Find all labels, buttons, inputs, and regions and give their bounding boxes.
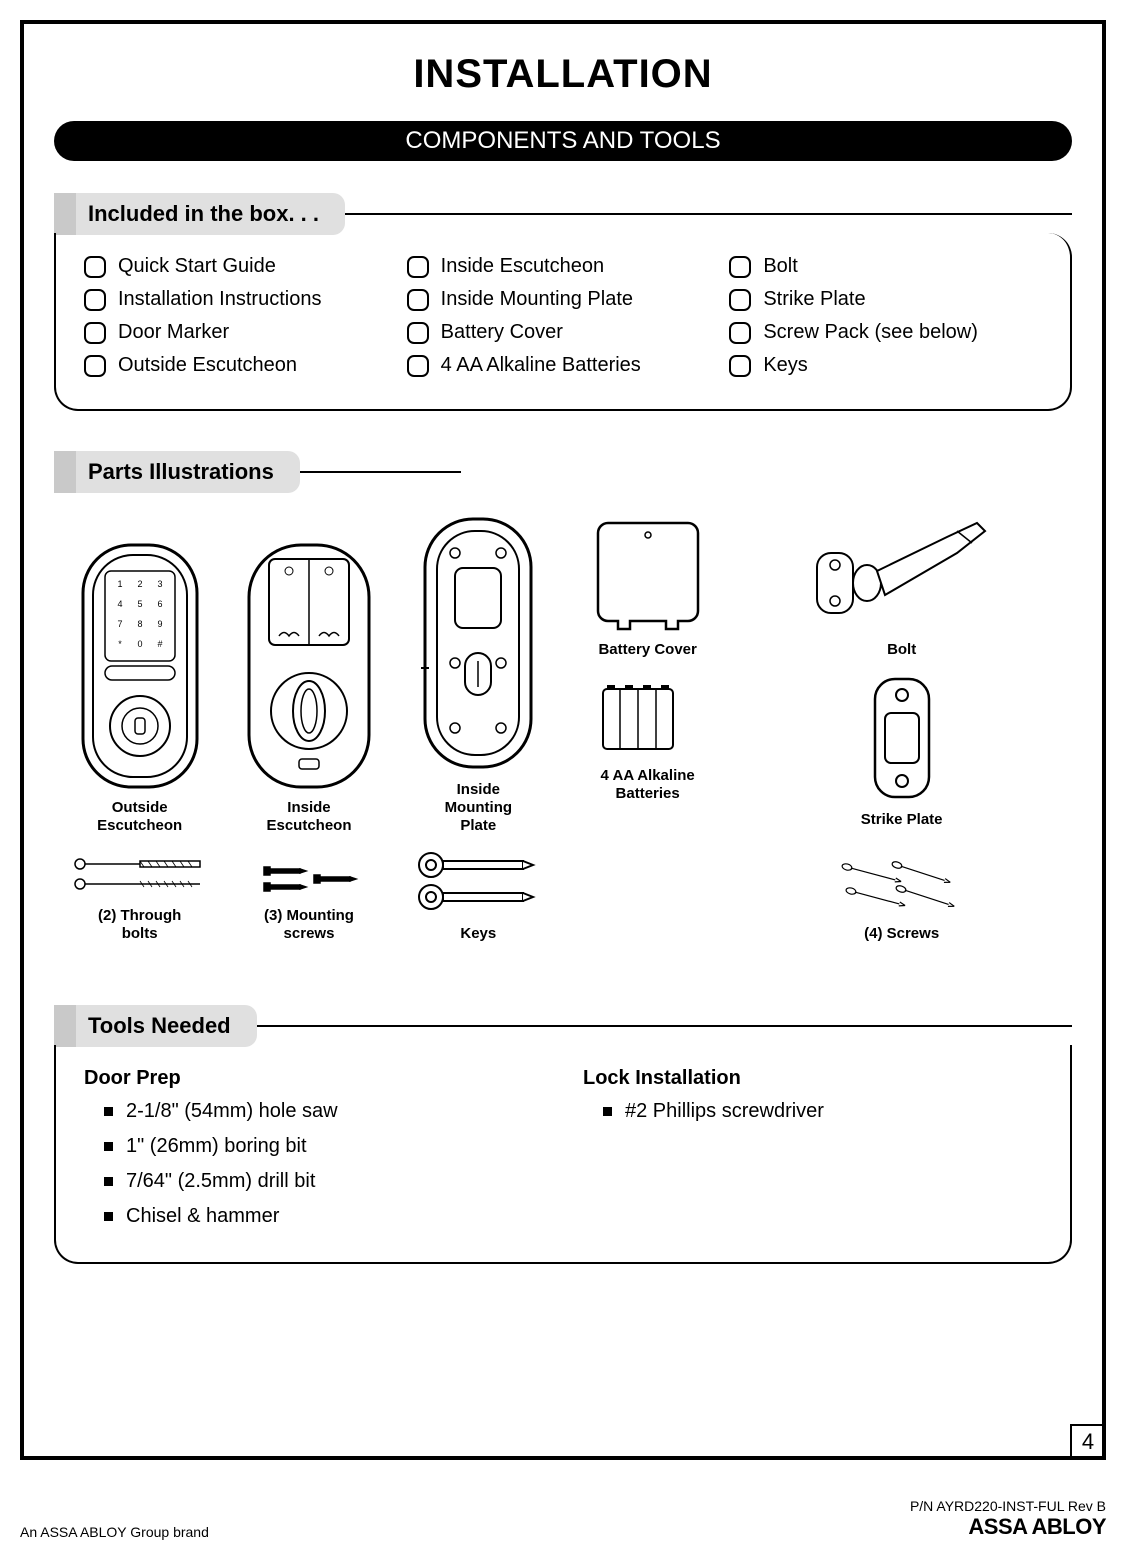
checklist-item: Quick Start Guide [84, 255, 397, 278]
included-header-label: Included in the box. . . [76, 193, 345, 235]
part-label: (3) Mountingscrews [254, 907, 364, 943]
part-label: Battery Cover [593, 641, 703, 659]
part-mounting-screws: (3) Mountingscrews [254, 859, 364, 943]
svg-text:7: 7 [117, 619, 122, 629]
part-through-bolts: (2) Throughbolts [70, 849, 210, 943]
checkbox-icon [84, 256, 106, 278]
checkbox-icon [729, 256, 751, 278]
footer: An ASSA ABLOY Group brand P/N AYRD220-IN… [20, 1498, 1106, 1540]
tool-item: 7/64" (2.5mm) drill bit [104, 1170, 543, 1193]
tools-header: Tools Needed [54, 1005, 1072, 1047]
footer-pn: P/N AYRD220-INST-FUL Rev B [910, 1498, 1106, 1514]
svg-text:6: 6 [157, 599, 162, 609]
checklist-label: Strike Plate [763, 288, 865, 311]
page-title: INSTALLATION [54, 52, 1072, 97]
checklist-label: Bolt [763, 255, 797, 278]
parts-header-label: Parts Illustrations [76, 451, 300, 493]
checklist-label: Inside Mounting Plate [441, 288, 633, 311]
checklist-label: Battery Cover [441, 321, 563, 344]
part-bolt-strike: Bolt Strike Plate [807, 513, 997, 829]
checklist-label: Quick Start Guide [118, 255, 276, 278]
tool-item: #2 Phillips screwdriver [603, 1100, 1042, 1123]
included-panel: Quick Start Guide Installation Instructio… [54, 233, 1072, 411]
part-label: (4) Screws [837, 925, 967, 943]
checklist-item: Installation Instructions [84, 288, 397, 311]
svg-text:5: 5 [137, 599, 142, 609]
tool-item: 1" (26mm) boring bit [104, 1135, 543, 1158]
checklist-item: Outside Escutcheon [84, 354, 397, 377]
included-header: Included in the box. . . [54, 193, 1072, 235]
checklist-item: Door Marker [84, 321, 397, 344]
checklist-item: Inside Escutcheon [407, 255, 720, 278]
part-label: Strike Plate [861, 811, 943, 829]
svg-text:9: 9 [157, 619, 162, 629]
parts-header: Parts Illustrations [54, 451, 1072, 493]
checkbox-icon [407, 355, 429, 377]
tool-item: 2-1/8" (54mm) hole saw [104, 1100, 543, 1123]
svg-text:2: 2 [137, 579, 142, 589]
svg-text:4: 4 [117, 599, 122, 609]
checklist-item: Keys [729, 354, 1042, 377]
part-screws: (4) Screws [837, 857, 967, 943]
checklist-label: Door Marker [118, 321, 229, 344]
tools-panel: Door Prep 2-1/8" (54mm) hole saw 1" (26mm… [54, 1045, 1072, 1264]
part-label: OutsideEscutcheon [75, 799, 205, 835]
svg-text:0: 0 [137, 639, 142, 649]
checkbox-icon [84, 322, 106, 344]
checkbox-icon [407, 289, 429, 311]
checkbox-icon [729, 355, 751, 377]
checkbox-icon [407, 322, 429, 344]
lock-install-title: Lock Installation [583, 1067, 1042, 1090]
tool-item: Chisel & hammer [104, 1205, 543, 1228]
footer-brand: ASSA ABLOY [910, 1514, 1106, 1540]
section-banner: COMPONENTS AND TOOLS [54, 121, 1072, 161]
part-battery-cover: Battery Cover 4 AA AlkalineBatteries [593, 513, 703, 803]
checklist-item: Screw Pack (see below) [729, 321, 1042, 344]
checkbox-icon [84, 355, 106, 377]
part-inside-escutcheon: InsideEscutcheon [239, 541, 379, 835]
checklist-item: Strike Plate [729, 288, 1042, 311]
part-outside-escutcheon: 1 2 3 4 5 6 7 8 9 * 0 # OutsideEscutcheon [75, 541, 205, 835]
checklist-label: Outside Escutcheon [118, 354, 297, 377]
svg-text:*: * [118, 639, 122, 649]
checklist-label: Screw Pack (see below) [763, 321, 978, 344]
footer-left: An ASSA ABLOY Group brand [20, 1524, 209, 1540]
page-number: 4 [1070, 1424, 1106, 1460]
checklist-item: 4 AA Alkaline Batteries [407, 354, 720, 377]
svg-text:3: 3 [157, 579, 162, 589]
part-label: InsideMountingPlate [413, 781, 543, 835]
parts-panel: 1 2 3 4 5 6 7 8 9 * 0 # OutsideEscutcheon [54, 491, 1072, 965]
part-label: Bolt [887, 641, 916, 659]
door-prep-title: Door Prep [84, 1067, 543, 1090]
checklist-item: Inside Mounting Plate [407, 288, 720, 311]
checklist-label: Keys [763, 354, 807, 377]
part-label: (2) Throughbolts [70, 907, 210, 943]
tools-header-label: Tools Needed [76, 1005, 257, 1047]
part-label: 4 AA AlkalineBatteries [593, 767, 703, 803]
part-mounting-plate: InsideMountingPlate [413, 513, 543, 835]
svg-text:8: 8 [137, 619, 142, 629]
checklist-label: Installation Instructions [118, 288, 321, 311]
svg-text:#: # [157, 639, 162, 649]
checklist-item: Bolt [729, 255, 1042, 278]
checkbox-icon [729, 289, 751, 311]
checkbox-icon [84, 289, 106, 311]
checklist-item: Battery Cover [407, 321, 720, 344]
part-label: InsideEscutcheon [239, 799, 379, 835]
checklist-label: 4 AA Alkaline Batteries [441, 354, 641, 377]
part-keys: Keys [413, 847, 543, 943]
checkbox-icon [407, 256, 429, 278]
checklist-label: Inside Escutcheon [441, 255, 604, 278]
part-label: Keys [413, 925, 543, 943]
svg-text:1: 1 [117, 579, 122, 589]
checkbox-icon [729, 322, 751, 344]
